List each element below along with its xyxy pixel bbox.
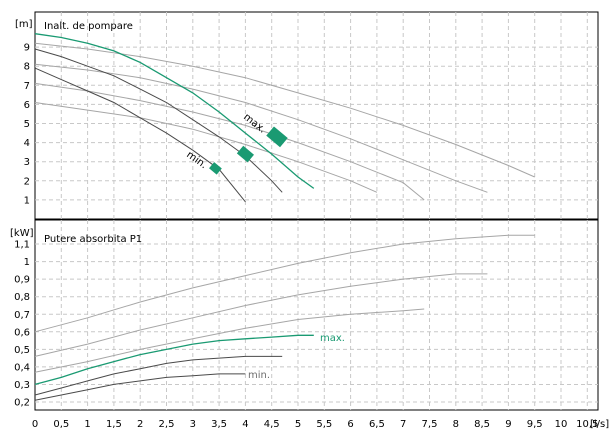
top-y-tick-label: 4	[24, 138, 30, 149]
top-y-tick-label: 5	[24, 119, 30, 130]
head-curve-3	[34, 102, 378, 193]
bottom-y-tick-label: 0,7	[14, 310, 30, 321]
chart-markers	[209, 126, 288, 175]
x-tick-label: 7	[400, 419, 406, 430]
top-y-tick-label: 9	[24, 43, 30, 54]
x-tick-label: 9,5	[527, 419, 543, 430]
x-tick-label: 1,5	[106, 419, 122, 430]
top-y-tick-label: 2	[24, 176, 30, 187]
bottom-y-tick-label: 0,4	[14, 362, 30, 373]
bottom-plot-frame	[34, 219, 599, 411]
x-tick-label: 2	[137, 419, 143, 430]
top-plot-frame	[34, 11, 599, 220]
head-curve-6	[34, 67, 246, 203]
power-curve-3	[34, 334, 314, 386]
operating-point-marker	[266, 126, 288, 148]
x-tick-label: 0	[32, 419, 38, 430]
x-tick-label: 4,5	[264, 419, 280, 430]
bottom-y-tick-label: 1,1	[14, 240, 30, 251]
power-curve-0	[34, 234, 535, 333]
bottom-y-tick-label: 0,9	[14, 275, 30, 286]
head-curve-1	[34, 63, 488, 193]
x-tick-label: 3	[190, 419, 196, 430]
x-tick-label: 5,5	[316, 419, 332, 430]
x-tick-label: 10	[555, 419, 568, 430]
bottom-annotation-max: max.	[320, 333, 345, 344]
x-tick-label: 10,5	[576, 419, 598, 430]
bottom-y-tick-label: 0,2	[14, 398, 30, 409]
bottom-y-tick-label: 0,6	[14, 327, 30, 338]
operating-point-marker	[236, 145, 255, 163]
power-curve-1	[34, 273, 488, 357]
bottom-y-tick-label: 0,3	[14, 380, 30, 391]
x-tick-label: 3,5	[211, 419, 227, 430]
chart-text: Inalt. de pompare [m] Putere absorbita P…	[10, 19, 609, 430]
bottom-annotation-min: min.	[248, 370, 270, 381]
x-tick-label: 5	[295, 419, 301, 430]
head-curve-2	[34, 82, 425, 201]
top-chart-title: Inalt. de pompare	[44, 21, 133, 32]
x-axis-label: [l/s]	[590, 419, 609, 430]
chart-grid	[35, 12, 598, 410]
x-tick-label: 8,5	[474, 419, 490, 430]
bottom-chart-title: Putere absorbita P1	[44, 234, 142, 245]
top-y-tick-label: 3	[24, 157, 30, 168]
bottom-y-tick-label: 0,5	[14, 345, 30, 356]
top-annotation-min: min.	[184, 149, 208, 171]
x-tick-label: 6,5	[369, 419, 385, 430]
bottom-y-tick-label: 0,8	[14, 292, 30, 303]
top-y-tick-label: 1	[24, 195, 30, 206]
operating-point-marker	[209, 162, 222, 175]
power-curve-2	[34, 308, 425, 373]
power-curve-5	[34, 373, 246, 401]
top-y-axis-label: [m]	[15, 19, 33, 30]
x-tick-label: 1	[84, 419, 90, 430]
x-tick-label: 8	[453, 419, 459, 430]
chart-frames	[34, 11, 599, 411]
x-tick-label: 6	[347, 419, 353, 430]
bottom-y-axis-label: [kW]	[10, 228, 34, 239]
x-tick-label: 7,5	[422, 419, 438, 430]
chart-series	[34, 33, 535, 401]
bottom-y-tick-label: 1	[24, 257, 30, 268]
x-tick-label: 0,5	[53, 419, 69, 430]
top-y-tick-label: 8	[24, 62, 30, 73]
top-y-tick-label: 7	[24, 81, 30, 92]
top-y-tick-label: 6	[24, 100, 30, 111]
power-curve-4	[34, 355, 283, 396]
x-tick-label: 4	[242, 419, 248, 430]
x-tick-label: 9	[505, 419, 511, 430]
head-curve-4	[34, 33, 315, 189]
head-curve-5	[34, 48, 283, 193]
x-tick-label: 2,5	[159, 419, 175, 430]
